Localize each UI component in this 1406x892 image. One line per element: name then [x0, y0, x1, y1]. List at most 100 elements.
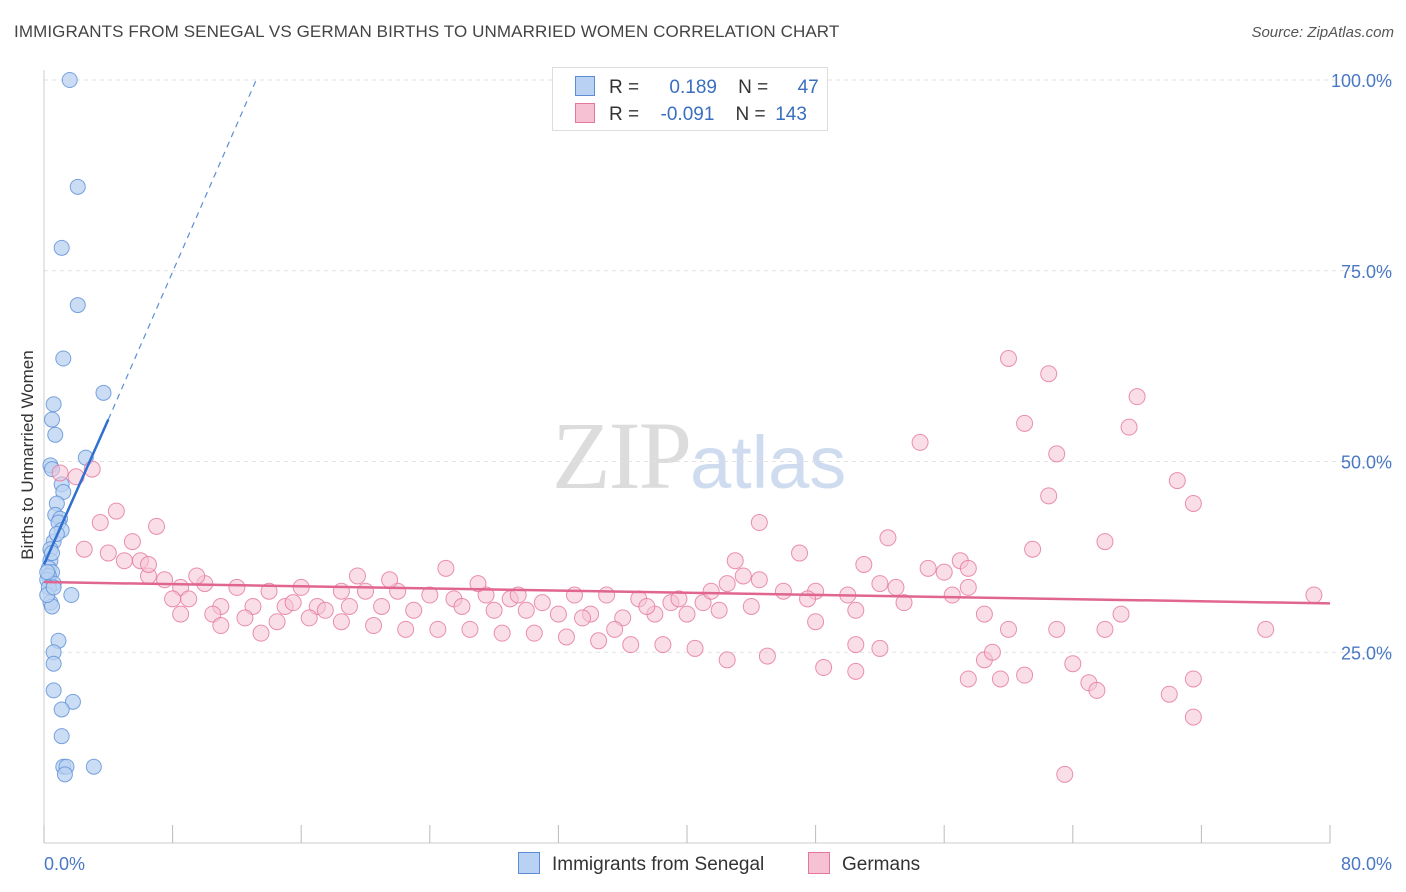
- point-germans: [686, 639, 704, 657]
- point-germans: [871, 639, 889, 657]
- point-germans: [750, 514, 768, 532]
- y-tick-label: 100.0%: [1331, 71, 1392, 91]
- point-germans: [453, 597, 471, 615]
- point-germans: [1257, 620, 1275, 638]
- point-germans: [164, 590, 182, 608]
- point-germans: [525, 624, 543, 642]
- legend-r-label: R =: [609, 104, 640, 125]
- point-germans: [148, 517, 166, 535]
- point-germans: [1056, 765, 1074, 783]
- point-germans: [734, 567, 752, 585]
- legend-n-label: N =: [735, 104, 766, 125]
- point-germans: [236, 609, 254, 627]
- point-senegal: [44, 411, 61, 428]
- point-germans: [1128, 388, 1146, 406]
- point-senegal: [56, 766, 73, 783]
- point-germans: [1016, 414, 1034, 432]
- legend-swatch-germans: [575, 103, 595, 123]
- point-germans: [381, 571, 399, 589]
- y-tick-label: 25.0%: [1341, 643, 1392, 663]
- point-germans: [774, 582, 792, 600]
- point-germans: [847, 601, 865, 619]
- point-senegal: [69, 297, 86, 314]
- point-senegal: [53, 239, 70, 256]
- point-germans: [373, 597, 391, 615]
- point-germans: [365, 617, 383, 635]
- watermark-atlas: atlas: [690, 421, 847, 504]
- x-tick-label: 80.0%: [1341, 854, 1392, 874]
- point-germans: [678, 605, 696, 623]
- point-germans: [638, 597, 656, 615]
- point-germans: [911, 433, 929, 451]
- trendline-germans: [43, 580, 1331, 605]
- point-germans: [943, 586, 961, 604]
- point-germans: [99, 544, 117, 562]
- bottom-legend-label-germans: Germans: [842, 854, 921, 875]
- stats-legend: R = 0.189 N = 47 R = -0.091 N = 143: [552, 67, 828, 131]
- point-germans: [702, 582, 720, 600]
- legend-n-label: N =: [738, 77, 769, 98]
- point-germans: [847, 662, 865, 680]
- point-senegal: [61, 72, 78, 88]
- point-germans: [260, 582, 278, 600]
- point-germans: [726, 552, 744, 570]
- point-senegal: [39, 564, 56, 581]
- point-germans: [887, 578, 905, 596]
- point-germans: [710, 601, 728, 619]
- point-germans: [975, 605, 993, 623]
- point-germans: [437, 559, 455, 577]
- point-germans: [549, 605, 567, 623]
- legend-n-value-senegal: 47: [797, 77, 819, 98]
- point-germans: [180, 590, 198, 608]
- point-germans: [879, 529, 897, 547]
- legend-r-label: R =: [609, 77, 640, 98]
- point-germans: [959, 559, 977, 577]
- point-germans: [919, 559, 937, 577]
- point-germans: [1064, 655, 1082, 673]
- point-germans: [718, 575, 736, 593]
- point-germans: [421, 586, 439, 604]
- point-germans: [598, 586, 616, 604]
- y-tick-label: 75.0%: [1341, 262, 1392, 282]
- point-germans: [107, 502, 125, 520]
- chart-title: IMMIGRANTS FROM SENEGAL VS GERMAN BIRTHS…: [14, 22, 840, 41]
- source-label: Source: ZipAtlas.com: [1251, 24, 1394, 41]
- point-germans: [1120, 418, 1138, 436]
- bottom-legend-senegal: Immigrants from Senegal: [518, 852, 764, 876]
- point-germans: [357, 582, 374, 600]
- point-germans: [959, 578, 977, 596]
- point-germans: [815, 659, 833, 677]
- point-senegal: [95, 384, 112, 401]
- point-germans: [340, 597, 358, 615]
- point-germans: [1168, 472, 1186, 490]
- point-germans: [1048, 445, 1066, 463]
- point-germans: [517, 601, 535, 619]
- point-germans: [1040, 487, 1058, 505]
- point-germans: [1305, 586, 1323, 604]
- point-germans: [557, 628, 575, 646]
- point-germans: [799, 590, 817, 608]
- legend-n-value-germans: 143: [775, 104, 807, 125]
- point-germans: [1096, 620, 1114, 638]
- trendline-senegal: [42, 419, 110, 566]
- watermark-zip: ZIP: [552, 402, 692, 509]
- point-germans: [172, 605, 190, 623]
- point-germans: [1000, 620, 1017, 638]
- point-germans: [1096, 533, 1114, 551]
- point-germans: [284, 594, 302, 612]
- point-germans: [461, 620, 479, 638]
- point-germans: [348, 567, 366, 585]
- point-germans: [188, 567, 206, 585]
- point-germans: [405, 601, 423, 619]
- point-germans: [533, 594, 551, 612]
- y-tick-label: 50.0%: [1341, 453, 1392, 473]
- point-germans: [485, 601, 503, 619]
- point-germans: [1024, 540, 1042, 558]
- point-germans: [606, 620, 624, 638]
- point-senegal: [45, 682, 62, 699]
- point-germans: [332, 582, 350, 600]
- point-germans: [469, 575, 487, 593]
- point-germans: [1160, 685, 1178, 703]
- point-senegal: [55, 350, 72, 367]
